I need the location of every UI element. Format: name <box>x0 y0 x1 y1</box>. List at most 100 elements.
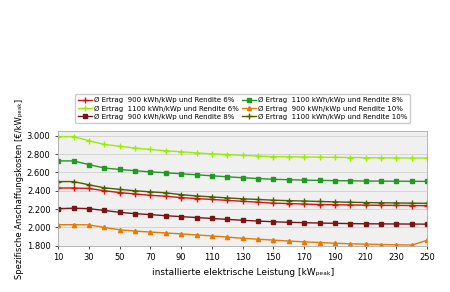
Ø Ertrag  900 kWh/kWp und Rendite 8% <box>102 209 107 212</box>
Ø Ertrag  900 kWh/kWp und Rendite 8% <box>302 221 307 225</box>
Ø Ertrag  900 kWh/kWp und Rendite 6% <box>163 194 168 198</box>
Ø Ertrag  900 kWh/kWp und Rendite 6% <box>317 203 322 206</box>
Ø Ertrag  900 kWh/kWp und Rendite 10% <box>194 233 199 237</box>
Ø Ertrag  900 kWh/kWp und Rendite 8% <box>117 211 122 214</box>
Ø Ertrag  900 kWh/kWp und Rendite 10% <box>71 223 76 227</box>
X-axis label: installierte elektrische Leistung [kWₚₑₐₖ]: installierte elektrische Leistung [kWₚₑₐ… <box>152 268 334 277</box>
Ø Ertrag  1100 kWh/kWp und Rendite 6% <box>55 135 61 138</box>
Ø Ertrag  1100 kWh/kWp und Rendite 10% <box>347 201 353 204</box>
Ø Ertrag  900 kWh/kWp und Rendite 10% <box>86 223 92 227</box>
Ø Ertrag  900 kWh/kWp und Rendite 6% <box>194 197 199 200</box>
Ø Ertrag  900 kWh/kWp und Rendite 8% <box>132 212 138 215</box>
Ø Ertrag  1100 kWh/kWp und Rendite 8% <box>209 174 215 178</box>
Ø Ertrag  1100 kWh/kWp und Rendite 8% <box>179 172 184 175</box>
Ø Ertrag  900 kWh/kWp und Rendite 8% <box>148 213 153 216</box>
Ø Ertrag  900 kWh/kWp und Rendite 6% <box>271 201 276 205</box>
Ø Ertrag  1100 kWh/kWp und Rendite 8% <box>363 179 369 183</box>
Ø Ertrag  900 kWh/kWp und Rendite 6% <box>117 191 122 194</box>
Ø Ertrag  1100 kWh/kWp und Rendite 8% <box>117 168 122 171</box>
Legend: Ø Ertrag  900 kWh/kWp und Rendite 6%, Ø Ertrag  1100 kWh/kWp und Rendite 6%, Ø E: Ø Ertrag 900 kWh/kWp und Rendite 6%, Ø E… <box>75 94 410 123</box>
Ø Ertrag  900 kWh/kWp und Rendite 6% <box>409 204 414 207</box>
Ø Ertrag  900 kWh/kWp und Rendite 6% <box>255 201 261 204</box>
Ø Ertrag  900 kWh/kWp und Rendite 10% <box>148 230 153 234</box>
Ø Ertrag  1100 kWh/kWp und Rendite 6% <box>148 148 153 151</box>
Ø Ertrag  900 kWh/kWp und Rendite 6% <box>286 202 292 205</box>
Ø Ertrag  1100 kWh/kWp und Rendite 6% <box>225 153 230 156</box>
Ø Ertrag  1100 kWh/kWp und Rendite 8% <box>302 178 307 182</box>
Ø Ertrag  1100 kWh/kWp und Rendite 10% <box>148 190 153 194</box>
Ø Ertrag  900 kWh/kWp und Rendite 10% <box>424 239 430 242</box>
Ø Ertrag  1100 kWh/kWp und Rendite 6% <box>302 155 307 159</box>
Ø Ertrag  900 kWh/kWp und Rendite 8% <box>378 222 384 226</box>
Ø Ertrag  900 kWh/kWp und Rendite 8% <box>394 222 399 226</box>
Ø Ertrag  1100 kWh/kWp und Rendite 6% <box>86 139 92 142</box>
Ø Ertrag  1100 kWh/kWp und Rendite 10% <box>163 191 168 194</box>
Y-axis label: Spezifische Anschaffungskosten [€/kWₚₑₐₖ]: Spezifische Anschaffungskosten [€/kWₚₑₐₖ… <box>15 98 24 279</box>
Ø Ertrag  900 kWh/kWp und Rendite 10% <box>347 242 353 246</box>
Ø Ertrag  1100 kWh/kWp und Rendite 10% <box>102 186 107 190</box>
Ø Ertrag  1100 kWh/kWp und Rendite 10% <box>240 197 245 201</box>
Ø Ertrag  900 kWh/kWp und Rendite 6% <box>378 204 384 207</box>
Ø Ertrag  900 kWh/kWp und Rendite 10% <box>163 231 168 235</box>
Ø Ertrag  900 kWh/kWp und Rendite 8% <box>163 214 168 218</box>
Ø Ertrag  900 kWh/kWp und Rendite 10% <box>225 235 230 239</box>
Ø Ertrag  900 kWh/kWp und Rendite 10% <box>271 238 276 242</box>
Ø Ertrag  900 kWh/kWp und Rendite 10% <box>255 237 261 241</box>
Ø Ertrag  1100 kWh/kWp und Rendite 8% <box>225 175 230 178</box>
Ø Ertrag  900 kWh/kWp und Rendite 10% <box>378 243 384 246</box>
Ø Ertrag  900 kWh/kWp und Rendite 8% <box>86 207 92 211</box>
Ø Ertrag  1100 kWh/kWp und Rendite 6% <box>179 150 184 154</box>
Ø Ertrag  900 kWh/kWp und Rendite 6% <box>302 202 307 206</box>
Ø Ertrag  1100 kWh/kWp und Rendite 8% <box>55 159 61 163</box>
Line: Ø Ertrag  1100 kWh/kWp und Rendite 6%: Ø Ertrag 1100 kWh/kWp und Rendite 6% <box>55 134 430 161</box>
Ø Ertrag  1100 kWh/kWp und Rendite 10% <box>132 189 138 192</box>
Line: Ø Ertrag  1100 kWh/kWp und Rendite 10%: Ø Ertrag 1100 kWh/kWp und Rendite 10% <box>55 179 430 206</box>
Ø Ertrag  900 kWh/kWp und Rendite 8% <box>332 222 338 225</box>
Ø Ertrag  1100 kWh/kWp und Rendite 8% <box>424 180 430 183</box>
Ø Ertrag  900 kWh/kWp und Rendite 6% <box>363 204 369 207</box>
Ø Ertrag  900 kWh/kWp und Rendite 8% <box>347 222 353 225</box>
Ø Ertrag  1100 kWh/kWp und Rendite 10% <box>302 199 307 203</box>
Ø Ertrag  1100 kWh/kWp und Rendite 8% <box>163 171 168 175</box>
Ø Ertrag  1100 kWh/kWp und Rendite 6% <box>194 151 199 155</box>
Ø Ertrag  1100 kWh/kWp und Rendite 6% <box>409 156 414 160</box>
Ø Ertrag  1100 kWh/kWp und Rendite 10% <box>317 200 322 203</box>
Ø Ertrag  900 kWh/kWp und Rendite 8% <box>363 222 369 225</box>
Ø Ertrag  900 kWh/kWp und Rendite 6% <box>225 199 230 202</box>
Ø Ertrag  1100 kWh/kWp und Rendite 6% <box>271 155 276 158</box>
Ø Ertrag  1100 kWh/kWp und Rendite 6% <box>71 135 76 138</box>
Ø Ertrag  900 kWh/kWp und Rendite 8% <box>424 223 430 226</box>
Ø Ertrag  900 kWh/kWp und Rendite 6% <box>71 186 76 190</box>
Ø Ertrag  900 kWh/kWp und Rendite 8% <box>209 217 215 220</box>
Ø Ertrag  1100 kWh/kWp und Rendite 10% <box>424 201 430 205</box>
Ø Ertrag  900 kWh/kWp und Rendite 8% <box>409 222 414 226</box>
Ø Ertrag  900 kWh/kWp und Rendite 8% <box>286 220 292 224</box>
Ø Ertrag  1100 kWh/kWp und Rendite 10% <box>86 183 92 187</box>
Ø Ertrag  1100 kWh/kWp und Rendite 8% <box>271 178 276 181</box>
Ø Ertrag  1100 kWh/kWp und Rendite 6% <box>317 155 322 159</box>
Ø Ertrag  900 kWh/kWp und Rendite 6% <box>332 203 338 206</box>
Ø Ertrag  1100 kWh/kWp und Rendite 8% <box>132 169 138 173</box>
Ø Ertrag  900 kWh/kWp und Rendite 10% <box>409 243 414 247</box>
Ø Ertrag  900 kWh/kWp und Rendite 10% <box>102 226 107 229</box>
Ø Ertrag  900 kWh/kWp und Rendite 6% <box>240 199 245 203</box>
Ø Ertrag  900 kWh/kWp und Rendite 10% <box>55 223 61 227</box>
Ø Ertrag  1100 kWh/kWp und Rendite 6% <box>332 156 338 159</box>
Ø Ertrag  1100 kWh/kWp und Rendite 10% <box>363 201 369 204</box>
Ø Ertrag  900 kWh/kWp und Rendite 8% <box>71 206 76 210</box>
Ø Ertrag  1100 kWh/kWp und Rendite 6% <box>424 156 430 160</box>
Ø Ertrag  1100 kWh/kWp und Rendite 10% <box>255 198 261 201</box>
Ø Ertrag  900 kWh/kWp und Rendite 6% <box>424 204 430 207</box>
Ø Ertrag  900 kWh/kWp und Rendite 10% <box>240 237 245 240</box>
Ø Ertrag  900 kWh/kWp und Rendite 8% <box>317 221 322 225</box>
Ø Ertrag  900 kWh/kWp und Rendite 8% <box>255 219 261 223</box>
Ø Ertrag  1100 kWh/kWp und Rendite 8% <box>86 163 92 166</box>
Ø Ertrag  1100 kWh/kWp und Rendite 10% <box>71 180 76 183</box>
Ø Ertrag  1100 kWh/kWp und Rendite 8% <box>394 180 399 183</box>
Ø Ertrag  1100 kWh/kWp und Rendite 10% <box>378 201 384 204</box>
Ø Ertrag  1100 kWh/kWp und Rendite 6% <box>163 149 168 153</box>
Ø Ertrag  1100 kWh/kWp und Rendite 6% <box>286 155 292 159</box>
Ø Ertrag  900 kWh/kWp und Rendite 6% <box>179 196 184 199</box>
Ø Ertrag  900 kWh/kWp und Rendite 10% <box>209 234 215 238</box>
Ø Ertrag  900 kWh/kWp und Rendite 6% <box>55 186 61 190</box>
